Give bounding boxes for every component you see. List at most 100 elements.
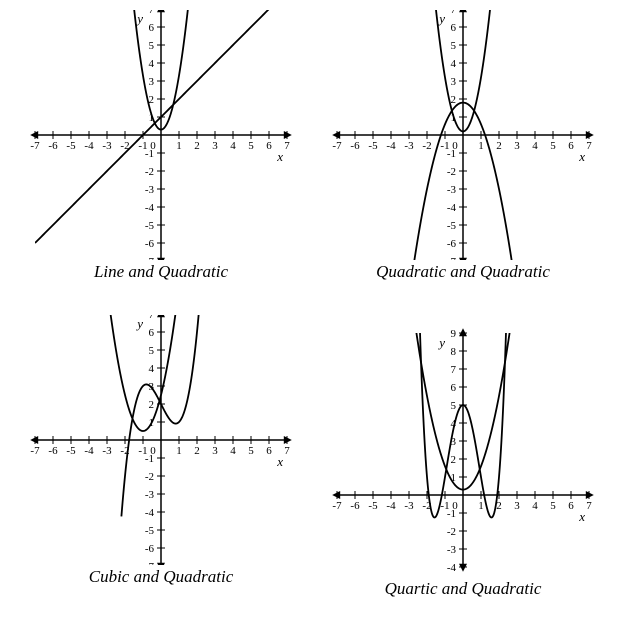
svg-text:3: 3 (514, 500, 520, 512)
svg-text:4: 4 (149, 58, 155, 70)
svg-text:-6: -6 (350, 500, 360, 512)
svg-text:6: 6 (266, 140, 272, 152)
svg-text:5: 5 (149, 345, 155, 357)
svg-text:3: 3 (149, 76, 155, 88)
svg-text:6: 6 (568, 140, 574, 152)
svg-text:6: 6 (149, 327, 155, 339)
svg-text:-5: -5 (66, 445, 76, 457)
svg-text:-3: -3 (404, 140, 414, 152)
panel-quadratic-quadratic: -7-6-5-4-3-2-112345670-7-6-5-4-3-2-11234… (312, 10, 614, 315)
svg-text:-3: -3 (102, 445, 112, 457)
svg-text:-2: -2 (422, 140, 431, 152)
svg-text:-5: -5 (66, 140, 76, 152)
svg-text:2: 2 (451, 454, 457, 466)
svg-text:3: 3 (212, 445, 218, 457)
svg-text:-6: -6 (48, 445, 58, 457)
svg-text:4: 4 (149, 363, 155, 375)
svg-text:-3: -3 (447, 544, 457, 556)
svg-text:2: 2 (451, 94, 457, 106)
svg-text:-4: -4 (145, 507, 155, 519)
svg-text:-5: -5 (368, 500, 378, 512)
svg-text:-7: -7 (447, 256, 457, 260)
caption-quartic-quadratic: Quartic and Quadratic (385, 579, 542, 599)
chart-quadratic-quadratic: -7-6-5-4-3-2-112345670-7-6-5-4-3-2-11234… (313, 10, 613, 260)
svg-text:-5: -5 (145, 525, 155, 537)
svg-text:-7: -7 (332, 500, 342, 512)
svg-text:-2: -2 (447, 526, 456, 538)
svg-text:3: 3 (212, 140, 218, 152)
svg-text:5: 5 (451, 400, 457, 412)
svg-text:-4: -4 (84, 445, 94, 457)
svg-text:4: 4 (532, 140, 538, 152)
svg-text:6: 6 (451, 22, 457, 34)
svg-text:-7: -7 (145, 256, 155, 260)
svg-text:x: x (276, 149, 283, 164)
chart-grid: -7-6-5-4-3-2-112345670-7-6-5-4-3-2-11234… (10, 10, 614, 619)
svg-text:7: 7 (451, 10, 457, 16)
svg-text:7: 7 (149, 315, 155, 321)
svg-text:1: 1 (176, 140, 182, 152)
svg-text:1: 1 (176, 445, 182, 457)
svg-text:-6: -6 (145, 543, 155, 555)
svg-text:-4: -4 (145, 202, 155, 214)
chart-line-quadratic: -7-6-5-4-3-2-112345670-7-6-5-4-3-2-11234… (11, 10, 311, 260)
svg-text:3: 3 (451, 76, 457, 88)
svg-text:7: 7 (586, 140, 592, 152)
svg-text:1: 1 (478, 140, 484, 152)
svg-text:5: 5 (248, 445, 254, 457)
chart-quartic-quadratic: -7-6-5-4-3-2-112345670-4-3-2-1123456789x… (313, 315, 613, 577)
svg-text:-4: -4 (447, 202, 457, 214)
svg-text:-3: -3 (102, 140, 112, 152)
svg-text:-2: -2 (145, 166, 154, 178)
svg-text:-7: -7 (30, 140, 40, 152)
svg-text:5: 5 (550, 140, 556, 152)
chart-cubic-quadratic: -7-6-5-4-3-2-112345670-7-6-5-4-3-2-11234… (11, 315, 311, 565)
svg-text:-3: -3 (404, 500, 414, 512)
svg-text:-7: -7 (145, 561, 155, 565)
svg-text:1: 1 (478, 500, 484, 512)
svg-text:x: x (578, 149, 585, 164)
svg-text:6: 6 (568, 500, 574, 512)
svg-text:-5: -5 (368, 140, 378, 152)
caption-cubic-quadratic: Cubic and Quadratic (89, 567, 234, 587)
svg-text:-2: -2 (145, 471, 154, 483)
svg-text:x: x (276, 454, 283, 469)
svg-text:-7: -7 (332, 140, 342, 152)
svg-text:-5: -5 (145, 220, 155, 232)
svg-text:4: 4 (532, 500, 538, 512)
panel-quartic-quadratic: -7-6-5-4-3-2-112345670-4-3-2-1123456789x… (312, 315, 614, 620)
svg-text:-6: -6 (48, 140, 58, 152)
svg-text:-4: -4 (386, 500, 396, 512)
svg-text:-6: -6 (145, 238, 155, 250)
svg-text:-2: -2 (447, 166, 456, 178)
svg-text:-1: -1 (145, 453, 154, 465)
svg-text:7: 7 (586, 500, 592, 512)
svg-text:4: 4 (230, 445, 236, 457)
svg-text:2: 2 (496, 140, 502, 152)
svg-text:5: 5 (149, 40, 155, 52)
svg-text:7: 7 (451, 364, 457, 376)
svg-text:-1: -1 (145, 148, 154, 160)
svg-text:8: 8 (451, 346, 457, 358)
svg-text:-6: -6 (447, 238, 457, 250)
caption-quadratic-quadratic: Quadratic and Quadratic (376, 262, 550, 282)
svg-text:-1: -1 (447, 148, 456, 160)
svg-text:2: 2 (149, 399, 155, 411)
svg-text:9: 9 (451, 328, 457, 340)
caption-line-quadratic: Line and Quadratic (94, 262, 228, 282)
svg-text:x: x (578, 509, 585, 524)
svg-text:4: 4 (451, 58, 457, 70)
panel-cubic-quadratic: -7-6-5-4-3-2-112345670-7-6-5-4-3-2-11234… (10, 315, 312, 620)
svg-text:7: 7 (284, 445, 290, 457)
svg-text:2: 2 (194, 445, 200, 457)
svg-text:6: 6 (266, 445, 272, 457)
svg-text:-3: -3 (145, 184, 155, 196)
svg-text:4: 4 (230, 140, 236, 152)
svg-text:5: 5 (248, 140, 254, 152)
panel-line-quadratic: -7-6-5-4-3-2-112345670-7-6-5-4-3-2-11234… (10, 10, 312, 315)
svg-text:-4: -4 (386, 140, 396, 152)
svg-text:6: 6 (451, 382, 457, 394)
svg-text:-6: -6 (350, 140, 360, 152)
svg-text:-4: -4 (447, 562, 457, 574)
svg-text:-5: -5 (447, 220, 457, 232)
